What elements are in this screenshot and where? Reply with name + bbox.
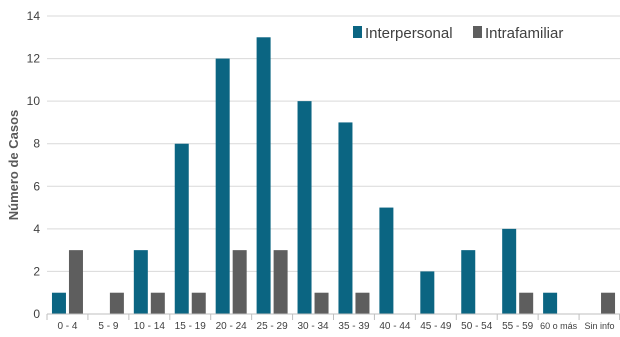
y-tick-label: 0 bbox=[33, 307, 40, 321]
bar-intrafamiliar-5 bbox=[273, 250, 288, 314]
x-tick-label: 20 - 24 bbox=[216, 321, 248, 332]
x-tick-label: 0 - 4 bbox=[57, 321, 77, 332]
y-tick-label: 2 bbox=[33, 264, 40, 278]
bar-interpersonal-7 bbox=[338, 122, 353, 314]
gridlines bbox=[47, 15, 620, 272]
y-tick-label: 10 bbox=[27, 94, 41, 108]
bar-intrafamiliar-11 bbox=[519, 292, 534, 314]
x-tick-label: 5 - 9 bbox=[98, 321, 118, 332]
bar-interpersonal-2 bbox=[133, 250, 148, 314]
y-axis-tick-labels: 0 2 4 6 8 10 12 14 bbox=[27, 9, 41, 321]
x-tick-label: 50 - 54 bbox=[461, 321, 493, 332]
bar-intrafamiliar-3 bbox=[191, 292, 206, 314]
x-tick-label: 55 - 59 bbox=[502, 321, 534, 332]
y-tick-label: 4 bbox=[33, 222, 40, 236]
bar-interpersonal-4 bbox=[215, 58, 230, 315]
x-tick-label: Sin info bbox=[585, 321, 615, 331]
bar-interpersonal-9 bbox=[420, 271, 435, 314]
legend-label-intrafamiliar: Intrafamiliar bbox=[485, 25, 563, 42]
bar-interpersonal-11 bbox=[502, 228, 517, 314]
bar-intrafamiliar-0 bbox=[68, 250, 83, 314]
bar-interpersonal-10 bbox=[461, 250, 476, 314]
bar-intrafamiliar-2 bbox=[150, 292, 165, 314]
bar-intrafamiliar-7 bbox=[355, 292, 370, 314]
legend: Interpersonal Intrafamiliar bbox=[353, 25, 563, 42]
bar-intrafamiliar-4 bbox=[232, 250, 247, 314]
bar-interpersonal-0 bbox=[51, 292, 66, 314]
bars bbox=[51, 37, 616, 315]
bar-intrafamiliar-6 bbox=[314, 292, 329, 314]
x-tick-label: 35 - 39 bbox=[338, 321, 370, 332]
legend-label-interpersonal: Interpersonal bbox=[365, 25, 453, 42]
bar-interpersonal-8 bbox=[379, 207, 394, 314]
bar-interpersonal-12 bbox=[543, 292, 558, 314]
x-axis bbox=[46, 313, 620, 320]
x-axis-tick-labels: 0 - 4 5 - 9 10 - 14 15 - 19 20 - 24 25 - 29 30… bbox=[57, 321, 614, 332]
x-tick-label: 30 - 34 bbox=[297, 321, 329, 332]
bar-intrafamiliar-13 bbox=[601, 292, 616, 314]
bar-interpersonal-6 bbox=[297, 101, 312, 315]
bar-interpersonal-5 bbox=[256, 37, 271, 315]
y-axis-label: Número de Casos bbox=[6, 110, 21, 221]
bar-interpersonal-3 bbox=[174, 143, 189, 314]
x-tick-label: 40 - 44 bbox=[379, 321, 411, 332]
x-tick-label: 10 - 14 bbox=[134, 321, 166, 332]
y-tick-label: 8 bbox=[33, 137, 40, 151]
x-tick-label: 60 o más bbox=[540, 321, 578, 331]
bar-intrafamiliar-1 bbox=[109, 292, 124, 314]
x-tick-label: 15 - 19 bbox=[175, 321, 207, 332]
y-tick-label: 12 bbox=[27, 52, 41, 66]
legend-swatch-intrafamiliar bbox=[473, 26, 482, 38]
x-tick-label: 25 - 29 bbox=[257, 321, 289, 332]
y-tick-label: 14 bbox=[27, 9, 41, 23]
x-tick-label: 45 - 49 bbox=[420, 321, 452, 332]
legend-swatch-interpersonal bbox=[353, 26, 362, 38]
y-tick-label: 6 bbox=[33, 179, 40, 193]
